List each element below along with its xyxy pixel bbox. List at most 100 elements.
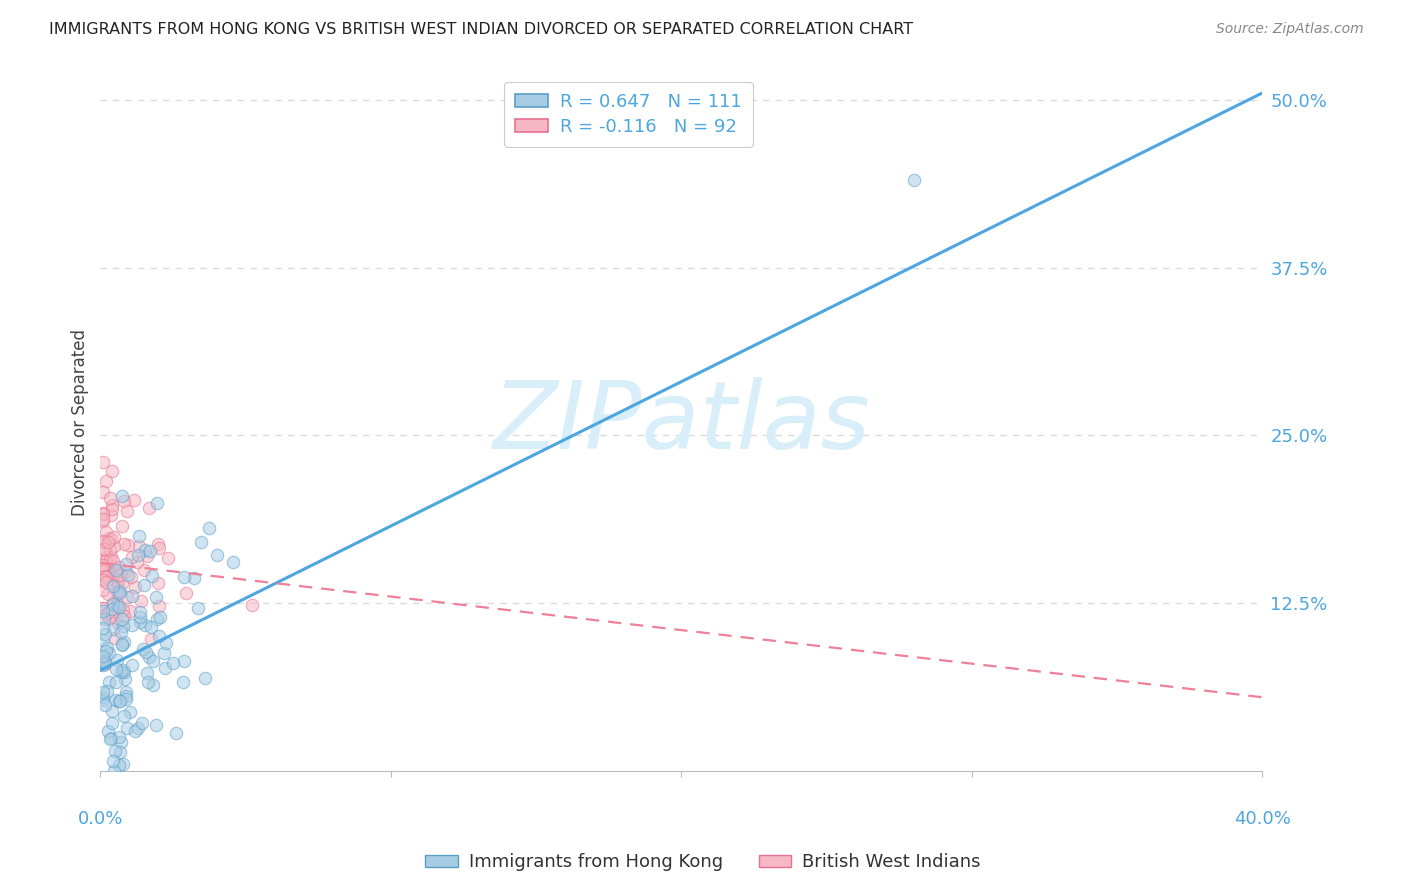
Point (94, 655, 117, 669)
Point (91, 506, 114, 520)
Point (91, 658, 114, 673)
Point (138, 500, 160, 515)
Point (115, 504, 138, 518)
Point (91, 558, 114, 572)
Point (114, 673, 136, 687)
Point (104, 744, 127, 758)
Point (96, 553, 118, 567)
Point (108, 730, 131, 744)
Point (94, 570, 117, 584)
Point (101, 501, 124, 516)
Point (97, 565, 120, 579)
Point (136, 675, 159, 690)
Point (139, 544, 162, 558)
Point (103, 531, 125, 545)
Point (91, 507, 114, 521)
Point (101, 754, 124, 768)
Point (100, 731, 122, 746)
Point (115, 557, 138, 571)
Point (111, 603, 134, 617)
Point (100, 602, 122, 616)
Point (128, 605, 150, 619)
Point (145, 718, 167, 732)
Point (91, 582, 114, 597)
Point (91, 690, 114, 704)
Point (124, 724, 146, 739)
Point (108, 568, 131, 582)
Point (100, 715, 122, 730)
Point (112, 709, 135, 723)
Point (107, 575, 129, 590)
Point (94, 698, 117, 712)
Point (94, 627, 117, 641)
Point (187, 600, 209, 615)
Point (104, 693, 127, 707)
Point (91, 648, 114, 663)
Point (91, 564, 114, 578)
Point (97, 612, 120, 626)
Point (91, 512, 114, 526)
Point (96, 641, 118, 656)
Point (121, 658, 143, 673)
Legend: R = 0.647   N = 111, R = -0.116   N = 92: R = 0.647 N = 111, R = -0.116 N = 92 (505, 82, 752, 147)
Y-axis label: Divorced or Separated: Divorced or Separated (72, 328, 89, 516)
Point (103, 622, 125, 636)
Point (112, 665, 135, 679)
Point (108, 694, 131, 708)
Point (111, 637, 134, 651)
Point (172, 675, 194, 690)
Point (103, 579, 125, 593)
Point (183, 571, 205, 585)
Point (112, 493, 135, 508)
Point (91, 534, 114, 549)
Point (94, 644, 117, 658)
Point (148, 576, 170, 591)
Point (91, 621, 114, 635)
Point (131, 715, 153, 730)
Point (91, 654, 114, 668)
Point (134, 563, 156, 577)
Point (117, 567, 139, 582)
Point (129, 593, 152, 607)
Point (94, 474, 117, 488)
Point (97, 723, 120, 738)
Text: ZIPatlas: ZIPatlas (492, 376, 870, 467)
Point (141, 620, 163, 634)
Point (91, 632, 114, 647)
Point (148, 536, 170, 550)
Point (105, 653, 128, 667)
Point (114, 564, 136, 578)
Point (145, 590, 167, 604)
Point (94, 657, 117, 671)
Point (111, 664, 134, 678)
Point (108, 600, 131, 615)
Point (91, 684, 114, 698)
Point (111, 638, 134, 652)
Point (100, 508, 122, 523)
Point (107, 615, 129, 630)
Point (129, 609, 152, 624)
Point (108, 694, 131, 708)
Point (110, 665, 132, 679)
Point (120, 570, 142, 584)
Point (108, 585, 131, 599)
Point (100, 553, 122, 567)
Point (118, 705, 141, 719)
Point (135, 645, 157, 659)
Point (115, 590, 138, 604)
Point (100, 609, 122, 624)
Point (197, 521, 219, 535)
Point (128, 539, 150, 553)
Point (118, 604, 141, 618)
Point (145, 496, 167, 510)
Point (136, 549, 159, 563)
Point (101, 595, 124, 609)
Point (173, 654, 195, 668)
Point (105, 585, 128, 599)
Point (129, 615, 152, 629)
Point (121, 549, 143, 564)
Point (122, 493, 145, 508)
Point (94, 524, 117, 539)
Point (104, 566, 127, 580)
Point (115, 692, 138, 706)
